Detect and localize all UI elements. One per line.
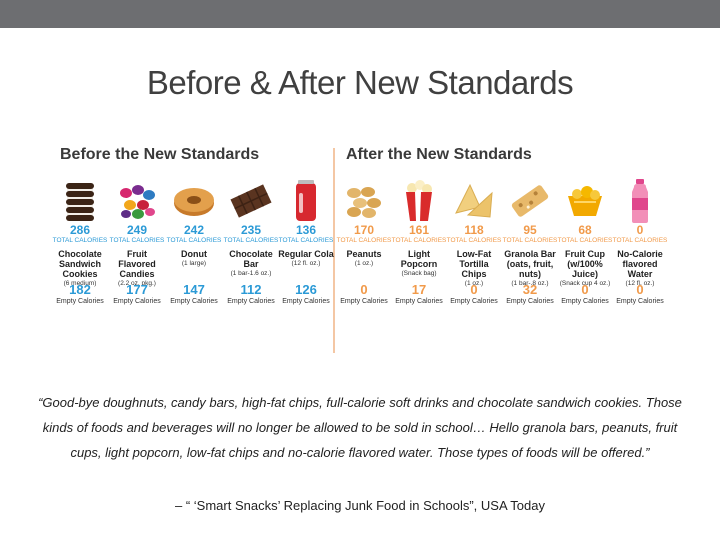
after-item-water: 0 TOTAL CALORIES No-Calorie flavored Wat… — [612, 176, 668, 288]
total-calories-value: 170 — [353, 223, 375, 237]
food-name: Fruit Flavored Candies — [118, 249, 156, 279]
serving-size: (12 fl. oz.) — [625, 280, 655, 287]
top-bar — [0, 0, 720, 28]
fruit-cup-icon — [557, 176, 613, 226]
total-calories-label: TOTAL CALORIES — [557, 237, 613, 244]
empty-calories-value: 0 — [581, 282, 589, 297]
after-heading: After the New Standards — [346, 146, 532, 163]
food-name: Peanuts — [346, 249, 382, 259]
empty-calories-label: Empty Calories — [616, 298, 664, 305]
quote-text: “Good-bye doughnuts, candy bars, high-fa… — [38, 395, 682, 460]
empty-calories-value: 32 — [522, 282, 538, 297]
total-calories-label: TOTAL CALORIES — [52, 237, 108, 244]
popcorn-icon — [391, 176, 447, 226]
total-calories-value: 118 — [464, 223, 484, 237]
water-bottle-icon — [612, 176, 668, 226]
empty-calories-value: 182 — [69, 282, 91, 297]
total-calories-label: TOTAL CALORIES — [109, 237, 165, 244]
before-item-candies: 249 TOTAL CALORIES Fruit Flavored Candie… — [109, 176, 165, 288]
serving-size: (Snack cup 4 oz.) — [559, 280, 611, 287]
food-name: Granola Bar (oats, fruit, nuts) — [504, 249, 556, 279]
empty-calories-value: 0 — [470, 282, 478, 297]
serving-size: (Snack bag) — [401, 270, 437, 277]
empty-calories-value: 147 — [183, 282, 205, 297]
empty-calories-value: 112 — [240, 282, 262, 297]
total-calories-label: TOTAL CALORIES — [278, 237, 334, 244]
food-name: Regular Cola — [278, 249, 334, 259]
serving-size: (6 medium) — [63, 280, 97, 287]
total-calories-value: 136 — [295, 223, 317, 237]
empty-calories-label: Empty Calories — [561, 298, 609, 305]
empty-calories-value: 126 — [295, 282, 317, 297]
total-calories-label: TOTAL CALORIES — [391, 237, 447, 244]
after-item-fruit-cup: 68 TOTAL CALORIES Fruit Cup (w/100% Juic… — [557, 176, 613, 288]
serving-size: (1 oz.) — [464, 280, 484, 287]
empty-calories-label: Empty Calories — [170, 298, 218, 305]
after-item-peanuts: 170 TOTAL CALORIES Peanuts (1 oz.) — [336, 176, 392, 268]
empty-calories-label: Empty Calories — [282, 298, 330, 305]
snack-comparison-infographic: Before the New Standards After the New S… — [52, 140, 668, 360]
total-calories-value: 68 — [578, 223, 592, 237]
total-calories-label: TOTAL CALORIES — [446, 237, 502, 244]
food-name: Fruit Cup (w/100% Juice) — [565, 249, 605, 279]
empty-calories-value: 177 — [126, 282, 148, 297]
granola-bar-icon — [502, 176, 558, 226]
total-calories-value: 95 — [523, 223, 537, 237]
quote-attribution: – “ ‘Smart Snacks’ Replacing Junk Food i… — [175, 498, 545, 513]
before-item-cookies: 286 TOTAL CALORIES Chocolate Sandwich Co… — [52, 176, 108, 288]
tortilla-chips-icon — [446, 176, 502, 226]
serving-size: (12 fl. oz.) — [291, 260, 321, 267]
empty-calories-label: Empty Calories — [506, 298, 554, 305]
serving-size: (1 bar-1.6 oz.) — [230, 270, 272, 277]
empty-calories-value: 17 — [411, 282, 427, 297]
candy-icon — [109, 176, 165, 226]
empty-calories-label: Empty Calories — [395, 298, 443, 305]
section-divider — [333, 148, 335, 353]
slide-title: Before & After New Standards — [146, 64, 574, 101]
empty-calories-value: 0 — [636, 282, 644, 297]
serving-size: (1 oz.) — [354, 260, 374, 267]
total-calories-value: 161 — [408, 223, 430, 237]
serving-size: (1 bar-.8 oz.) — [511, 280, 549, 287]
total-calories-label: TOTAL CALORIES — [502, 237, 558, 244]
total-calories-label: TOTAL CALORIES — [223, 237, 279, 244]
food-name: Light Popcorn — [400, 249, 438, 269]
cola-can-icon — [278, 176, 334, 226]
food-name: Low-Fat Tortilla Chips — [456, 249, 492, 279]
total-calories-label: TOTAL CALORIES — [612, 237, 668, 244]
before-heading: Before the New Standards — [60, 146, 260, 163]
peanuts-icon — [336, 176, 392, 226]
after-item-tortilla-chips: 118 TOTAL CALORIES Low-Fat Tortilla Chip… — [446, 176, 502, 288]
empty-calories-label: Empty Calories — [113, 298, 161, 305]
after-item-popcorn: 161 TOTAL CALORIES Light Popcorn (Snack … — [391, 176, 447, 278]
food-name: Chocolate Bar — [229, 249, 273, 269]
empty-calories-label: Empty Calories — [340, 298, 388, 305]
total-calories-label: TOTAL CALORIES — [166, 237, 222, 244]
total-calories-value: 242 — [183, 223, 205, 237]
total-calories-value: 286 — [69, 223, 91, 237]
empty-calories-label: Empty Calories — [450, 298, 498, 305]
chocolate-bar-icon — [223, 176, 279, 226]
food-name: Chocolate Sandwich Cookies — [58, 249, 102, 279]
food-name: No-Calorie flavored Water — [617, 249, 663, 279]
serving-size: (2.2 oz. pkg.) — [118, 280, 156, 287]
total-calories-value: 249 — [126, 223, 148, 237]
food-name: Donut — [181, 249, 207, 259]
before-item-chocolate-bar: 235 TOTAL CALORIES Chocolate Bar (1 bar-… — [223, 176, 279, 278]
before-item-cola: 136 TOTAL CALORIES Regular Cola (12 fl. … — [278, 176, 334, 268]
donut-icon — [166, 176, 222, 226]
empty-calories-value: 0 — [360, 282, 368, 297]
total-calories-label: TOTAL CALORIES — [336, 237, 392, 244]
total-calories-value: 235 — [240, 223, 262, 237]
cookie-stack-icon — [52, 176, 108, 226]
after-item-granola-bar: 95 TOTAL CALORIES Granola Bar (oats, fru… — [502, 176, 558, 288]
total-calories-value: 0 — [636, 223, 644, 237]
serving-size: (1 large) — [181, 260, 207, 267]
empty-calories-label: Empty Calories — [227, 298, 275, 305]
before-item-donut: 242 TOTAL CALORIES Donut (1 large) — [166, 176, 222, 268]
empty-calories-label: Empty Calories — [56, 298, 104, 305]
